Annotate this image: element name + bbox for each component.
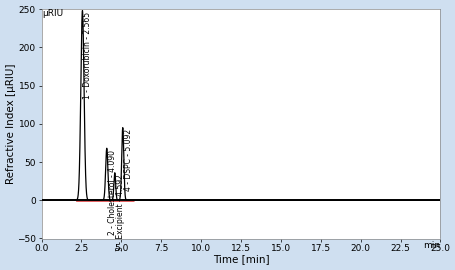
Y-axis label: Refractive Index [µRIU]: Refractive Index [µRIU] bbox=[5, 63, 15, 184]
Text: min: min bbox=[422, 241, 440, 250]
Text: 1 - Doxorubicin - 2.565: 1 - Doxorubicin - 2.565 bbox=[83, 12, 92, 99]
Text: 4 - DSPC - 5.092: 4 - DSPC - 5.092 bbox=[123, 129, 132, 191]
Text: 2 - Cholesterol - 4.090: 2 - Cholesterol - 4.090 bbox=[107, 150, 116, 235]
Text: µRIU: µRIU bbox=[42, 9, 63, 18]
Text: 3 - Excipient - 4.592: 3 - Excipient - 4.592 bbox=[116, 174, 125, 251]
X-axis label: Time [min]: Time [min] bbox=[212, 254, 269, 264]
